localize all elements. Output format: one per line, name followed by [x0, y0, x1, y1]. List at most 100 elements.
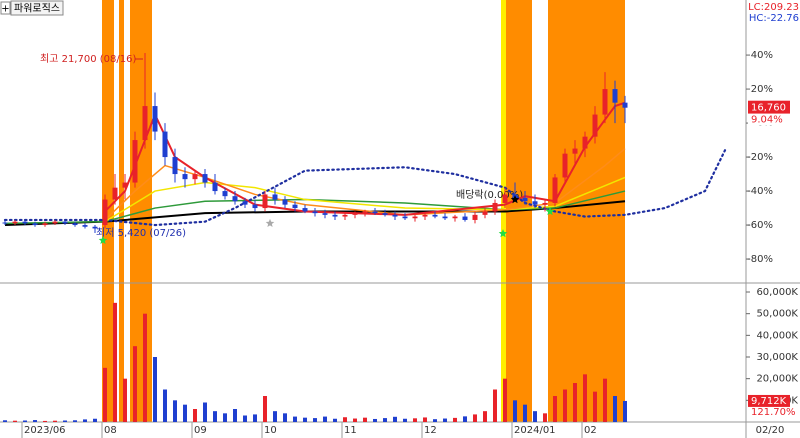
high-annotation: 최고 21,700 (08/16)	[40, 53, 136, 65]
volume-bar	[433, 419, 437, 422]
candle-body	[532, 201, 538, 205]
candle-body	[622, 102, 628, 108]
last-price-label: 16,760	[751, 103, 786, 114]
y-tick-label: -80%	[747, 254, 773, 265]
candle-body	[342, 214, 348, 217]
candle-body	[172, 157, 178, 175]
candle-body	[132, 140, 138, 183]
volume-bar	[63, 420, 67, 422]
volume-bar	[513, 400, 517, 422]
candle-body	[472, 214, 478, 220]
volume-bar	[243, 415, 247, 422]
candle-body	[322, 213, 328, 215]
volume-bar	[163, 389, 167, 422]
candle-body	[202, 174, 208, 183]
volume-bar	[403, 418, 407, 422]
candle-body	[102, 199, 108, 226]
volume-bar	[263, 396, 267, 422]
candle-body	[522, 197, 528, 202]
signal-marker	[265, 218, 275, 227]
volume-bar	[223, 413, 227, 422]
candle-body	[2, 222, 8, 224]
candle-body	[162, 131, 168, 158]
menu-icon[interactable]	[0, 1, 11, 15]
volume-bar	[563, 389, 567, 422]
signal-band	[548, 0, 625, 422]
candle-body	[562, 153, 568, 178]
volume-bar	[623, 400, 627, 422]
volume-bar	[443, 418, 447, 422]
volume-bar	[553, 396, 557, 422]
candle-body	[52, 221, 58, 224]
candle-body	[282, 199, 288, 205]
candle-body	[192, 174, 198, 180]
volume-bar	[383, 418, 387, 422]
volume-bar	[363, 417, 367, 422]
volume-bar	[233, 409, 237, 422]
last-change-label: 9.04%	[751, 115, 783, 126]
signal-band	[102, 0, 114, 422]
signal-marker	[98, 235, 108, 244]
volume-bar	[113, 302, 117, 422]
volume-bar	[423, 417, 427, 422]
last-change-bg	[748, 113, 790, 126]
volume-bar	[393, 416, 397, 422]
x-end-label: 02/20	[756, 425, 785, 436]
volume-bar	[43, 420, 47, 422]
volume-bar	[153, 357, 157, 422]
candle-body	[572, 148, 578, 154]
volume-bar	[523, 404, 527, 422]
candle-body	[232, 196, 238, 202]
volume-bar	[73, 420, 77, 422]
y-tick-label: -40%	[747, 186, 773, 197]
x-tick-label: 02	[584, 425, 597, 436]
last-volume-box	[748, 394, 790, 407]
volume-bar	[13, 420, 17, 422]
signal-marker	[498, 229, 508, 238]
signal-marker	[510, 195, 520, 204]
candle-body	[212, 182, 218, 192]
candle-body	[552, 177, 558, 203]
volume-tick-label: 50,000K	[756, 309, 798, 320]
candle-body	[12, 221, 18, 224]
volume-bar	[483, 411, 487, 422]
sar-line	[3, 149, 727, 227]
volume-bar	[133, 346, 137, 422]
candle-body	[542, 202, 548, 205]
candle-body	[352, 213, 358, 215]
candle-body	[582, 136, 588, 149]
candle-body	[432, 214, 438, 217]
last-price-box	[748, 100, 790, 114]
volume-bar	[603, 378, 607, 422]
candle-body	[602, 89, 608, 115]
candle-body	[382, 213, 388, 215]
candle-body	[42, 223, 48, 226]
candle-body	[462, 216, 468, 220]
candle-body	[482, 211, 488, 215]
volume-bar	[213, 411, 217, 422]
volume-bar	[373, 418, 377, 422]
volume-bar	[343, 417, 347, 422]
candle-body	[262, 194, 268, 209]
candle-body	[442, 216, 448, 219]
volume-bar	[573, 383, 577, 422]
volume-bar	[533, 411, 537, 422]
candle-body	[112, 187, 118, 200]
low-annotation: 최저 5,420 (07/26)	[96, 227, 186, 239]
candle-body	[372, 211, 378, 214]
volume-bar	[583, 374, 587, 422]
y-tick-label: -60%	[747, 220, 773, 231]
candle-body	[412, 216, 418, 219]
volume-bar	[183, 404, 187, 422]
x-tick-label: 11	[344, 425, 357, 436]
lc-label: LC:209.23	[748, 2, 799, 13]
candle-body	[392, 214, 398, 217]
x-tick-label: 08	[104, 425, 117, 436]
volume-bar	[613, 396, 617, 422]
volume-bar	[33, 420, 37, 422]
volume-bar	[313, 418, 317, 422]
volume-bar	[103, 367, 107, 422]
candle-body	[32, 223, 38, 226]
